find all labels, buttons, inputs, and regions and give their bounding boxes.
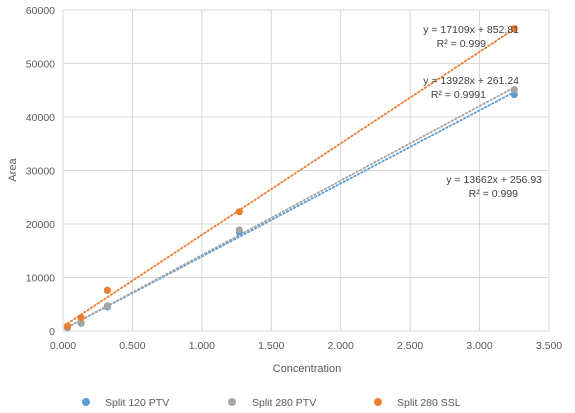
equation-split-120-ptv: y = 13662x + 256.93 [446, 174, 542, 186]
x-tick-label: 3.000 [466, 340, 492, 352]
y-axis-title: Area [7, 158, 19, 182]
point-split-280-ptv [235, 226, 243, 234]
point-split-280-ssl [103, 286, 112, 294]
y-tick-label: 20000 [26, 219, 55, 231]
y-axis-ticks: 0 10000 20000 30000 40000 50000 60000 [26, 5, 55, 338]
x-tick-label: 1.500 [258, 340, 284, 352]
x-axis-ticks: 0.000 0.500 1.000 1.500 2.000 2.500 3.000 3.500 [50, 340, 562, 352]
point-split-280-ptv [103, 302, 112, 310]
trendline-split-280-ptv [66, 86, 516, 329]
r2-split-280-ssl: R² = 0.999 [437, 38, 486, 50]
x-tick-label: 0.000 [50, 340, 76, 352]
y-tick-label: 30000 [26, 166, 55, 178]
legend-marker-split-280-ssl [374, 398, 382, 406]
point-split-280-ptv [77, 319, 85, 327]
y-tick-label: 0 [49, 326, 55, 338]
trendlines [66, 28, 516, 329]
legend-label-split-120-ptv: Split 120 PTV [105, 397, 169, 409]
legend-marker-split-280-ptv [228, 398, 236, 406]
point-split-280-ptv [510, 86, 518, 94]
grid [62, 9, 550, 332]
x-tick-label: 2.500 [397, 340, 423, 352]
trendline-split-280-ssl [66, 28, 516, 325]
point-split-280-ssl [235, 208, 243, 216]
equation-split-280-ssl: y = 17109x + 852.81 [423, 24, 519, 36]
y-tick-label: 50000 [26, 59, 55, 71]
r2-split-280-ptv: R² = 0.9991 [431, 89, 486, 101]
point-split-280-ssl [77, 314, 85, 322]
y-tick-label: 40000 [26, 112, 55, 124]
y-tick-label: 60000 [26, 5, 55, 17]
x-tick-label: 0.500 [119, 340, 145, 352]
r2-split-120-ptv: R² = 0.999 [469, 188, 518, 200]
x-axis-title: Concentration [273, 363, 342, 375]
x-tick-label: 1.000 [189, 340, 215, 352]
equation-split-280-ptv: y = 13928x + 261.24 [423, 75, 519, 87]
y-tick-label: 10000 [26, 273, 55, 285]
legend: Split 120 PTV Split 280 PTV Split 280 SS… [82, 397, 461, 409]
x-tick-label: 3.500 [536, 340, 562, 352]
point-split-280-ssl [510, 25, 518, 33]
point-split-280-ssl [63, 322, 72, 330]
legend-marker-split-120-ptv [82, 398, 90, 406]
legend-label-split-280-ssl: Split 280 SSL [397, 397, 461, 409]
data-points [63, 25, 518, 332]
legend-label-split-280-ptv: Split 280 PTV [252, 397, 316, 409]
x-tick-label: 2.000 [328, 340, 354, 352]
